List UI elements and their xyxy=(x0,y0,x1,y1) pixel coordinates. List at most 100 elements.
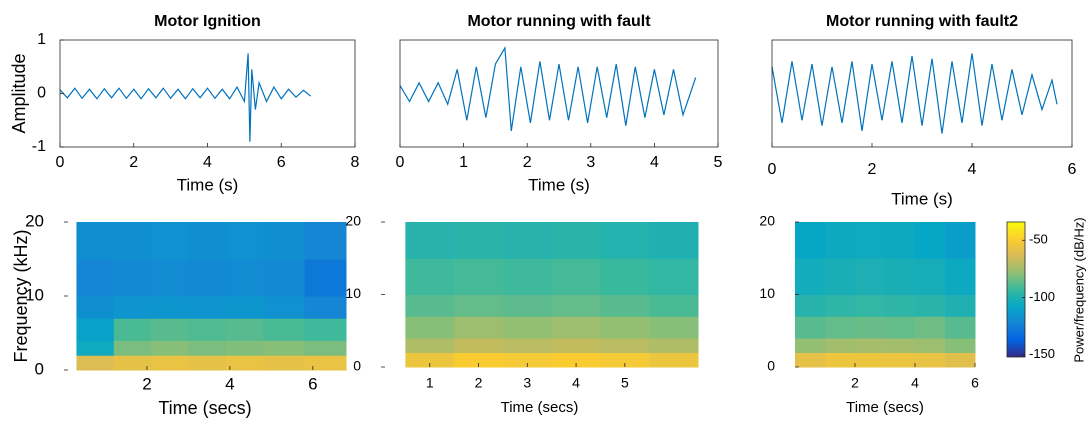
spectrogram-cell xyxy=(113,355,152,371)
spectrogram-cell xyxy=(855,222,886,259)
spectrogram-cell xyxy=(551,222,601,259)
spectrogram-cell xyxy=(76,340,115,356)
spectrogram-cell xyxy=(855,258,886,295)
y-tick-label: 1 xyxy=(37,31,46,48)
y-tick-label: 20 xyxy=(25,211,44,230)
spectrogram-cell xyxy=(945,258,976,295)
x-tick-label: 4 xyxy=(225,374,234,393)
spectrogram-cell xyxy=(454,338,504,353)
x-tick-label: 1 xyxy=(459,154,468,171)
spectrogram-cell xyxy=(76,296,115,319)
spectrogram-cell xyxy=(113,340,152,356)
spectrogram-cell xyxy=(600,222,650,259)
x-tick-label: 4 xyxy=(911,375,919,391)
y-tick-label: 10 xyxy=(345,285,361,301)
spectrogram-cell xyxy=(825,294,856,317)
spectrogram-cell xyxy=(263,340,306,356)
spectrogram-cell xyxy=(945,338,976,353)
spectrogram-cell xyxy=(225,340,264,356)
spectrogram-cell xyxy=(76,355,115,371)
spectrogram-cell xyxy=(551,316,601,339)
x-tick-label: 3 xyxy=(586,154,595,171)
plot-title: Motor Ignition xyxy=(154,13,261,30)
y-tick-label: 10 xyxy=(25,285,44,304)
spectrogram-cell xyxy=(304,340,347,356)
spectrogram-cell xyxy=(113,222,152,260)
spectrogram-cell xyxy=(502,222,553,259)
y-tick-label: 0 xyxy=(767,358,775,374)
spectrogram-cell xyxy=(113,259,152,297)
waveform xyxy=(399,46,697,131)
spectrogram-cell xyxy=(225,222,264,260)
spectrogram-cell xyxy=(151,318,189,341)
spectrogram-cell xyxy=(113,296,152,319)
spectrogram-cell xyxy=(225,259,264,297)
spectrogram-cell xyxy=(405,258,455,295)
spectrogram-cell xyxy=(225,355,264,371)
spectrogram-cell xyxy=(649,352,699,368)
spectrogram-cell xyxy=(551,338,601,353)
spectrogram-cell xyxy=(795,352,826,368)
spectrogram-cell xyxy=(551,294,601,317)
spectrogram-cell xyxy=(855,338,886,353)
axes-box xyxy=(59,39,356,148)
spectrogram-cell xyxy=(915,258,946,295)
spectrogram-cell xyxy=(188,296,227,319)
spectrogram-cell xyxy=(405,222,455,259)
spectrogram-cell xyxy=(551,258,601,295)
spectrogram-cell xyxy=(454,316,504,339)
spectrogram-cell xyxy=(76,259,115,297)
spectrogram-cell xyxy=(945,222,976,259)
spectrogram-cell xyxy=(915,352,946,368)
x-tick-label: 5 xyxy=(621,375,629,391)
spectrogram-cell xyxy=(945,294,976,317)
x-tick-label: 0 xyxy=(768,161,777,178)
x-tick-label: 4 xyxy=(968,161,977,178)
spectrogram-cell xyxy=(263,259,306,297)
spectrogram-cell xyxy=(551,352,601,368)
spectrogram-cell xyxy=(649,294,699,317)
spectrogram-cell xyxy=(405,352,455,368)
spectrogram-cell xyxy=(76,318,115,341)
spectrogram-cell xyxy=(151,340,189,356)
spectrogram-cell xyxy=(405,338,455,353)
spectrogram-cell xyxy=(151,296,189,319)
spectrogram-cell xyxy=(304,355,347,371)
x-tick-label: 0 xyxy=(396,154,405,171)
x-tick-label: 6 xyxy=(971,375,979,391)
spectrogram-cell xyxy=(263,296,306,319)
colorbar-tick-label: -150 xyxy=(1029,346,1055,361)
y-axis-label: Frequency (kHz) xyxy=(11,229,31,362)
spectrogram-cell xyxy=(795,316,826,339)
x-tick-label: 2 xyxy=(851,375,859,391)
x-axis-label: Time (s) xyxy=(528,175,590,194)
x-axis-label: Time (s) xyxy=(177,175,239,194)
y-tick-label: 20 xyxy=(759,213,775,229)
plot-title: Motor running with fault xyxy=(467,13,651,30)
spectrogram-cell xyxy=(502,258,553,295)
spectrogram-cell xyxy=(304,259,347,297)
x-tick-label: 2 xyxy=(475,375,483,391)
spectrogram-cell xyxy=(502,352,553,368)
spectrogram-cell xyxy=(885,258,916,295)
spectrogram-cell xyxy=(188,355,227,371)
spectrogram-cell xyxy=(304,318,347,341)
colorbar-label: Power/frequency (dB/Hz) xyxy=(1071,217,1086,362)
spectrogram-cell xyxy=(454,258,504,295)
x-tick-label: 2 xyxy=(142,374,151,393)
waveform xyxy=(771,53,1058,134)
axes-box xyxy=(771,39,1073,148)
spectrogram-cell xyxy=(915,316,946,339)
x-tick-label: 4 xyxy=(572,375,580,391)
spectrogram-cell xyxy=(649,222,699,259)
y-tick-label: -1 xyxy=(32,138,46,155)
spectrogram-cell xyxy=(502,316,553,339)
spectrogram-cell xyxy=(502,338,553,353)
spectrogram-cell xyxy=(915,294,946,317)
spectrogram-cell xyxy=(405,316,455,339)
spectrogram-cell xyxy=(304,296,347,319)
spectrogram-cell xyxy=(855,294,886,317)
spectrogram-cell xyxy=(795,258,826,295)
